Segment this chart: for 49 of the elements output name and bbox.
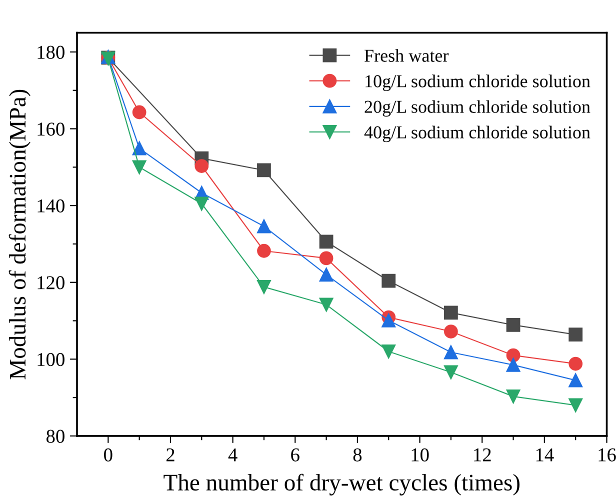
point: [257, 244, 271, 258]
y-tick-label: 180: [38, 46, 64, 59]
y-tick-label: 120: [38, 276, 64, 290]
point: [319, 298, 334, 312]
y-tick-label: 160: [38, 122, 64, 136]
x-tick-label: 0: [104, 448, 112, 462]
point: [506, 318, 520, 332]
point: [132, 160, 146, 174]
point: [319, 268, 334, 282]
x-tick-label: 12: [474, 448, 491, 462]
point: [444, 365, 458, 380]
x-tick-label: 4: [228, 448, 238, 462]
point: [444, 306, 458, 320]
x-tick-label: 2: [166, 448, 174, 462]
point: [506, 348, 520, 362]
point: [568, 328, 583, 342]
x-tick-label: 6: [291, 448, 300, 462]
point: [444, 324, 458, 338]
y-tick-label: 140: [38, 199, 64, 212]
x-axis-title: The number of dry-wet cycles (times): [164, 474, 520, 496]
point: [382, 344, 396, 358]
point: [568, 356, 583, 371]
x-tick-label: 14: [536, 448, 554, 462]
legend-label: 10g/L sodium chloride solution: [366, 74, 590, 92]
point: [319, 251, 334, 266]
point: [568, 373, 583, 388]
y-tick-label: 80: [46, 430, 64, 443]
y-axis-title: Modulus of deformation(MPa): [8, 90, 30, 380]
legend-label: 20g/L sodium chloride solution: [364, 100, 590, 117]
point: [257, 280, 271, 294]
x-tick-label: 8: [353, 448, 362, 462]
point: [132, 141, 146, 156]
point: [568, 398, 583, 412]
point: [257, 163, 271, 178]
legend-label: Fresh water: [364, 49, 449, 62]
point: [506, 358, 520, 372]
x-tick-label: 16: [598, 448, 616, 462]
point: [194, 159, 209, 173]
point: [257, 219, 271, 234]
point: [194, 196, 209, 211]
point: [132, 105, 146, 120]
point: [382, 274, 396, 288]
point: [444, 345, 458, 360]
point: [506, 389, 520, 404]
y-tick-label: 100: [38, 352, 64, 366]
point: [382, 313, 396, 328]
legend-label: 40g/L sodium chloride solution: [364, 126, 590, 142]
point: [319, 234, 334, 249]
x-tick-label: 10: [412, 448, 429, 462]
